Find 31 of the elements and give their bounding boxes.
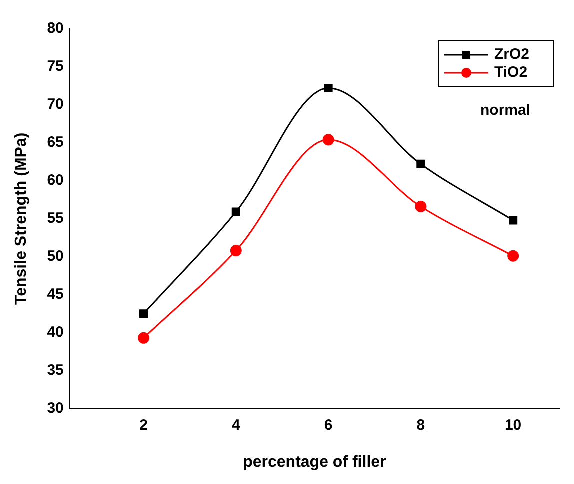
y-tick-label: 70 [47, 96, 64, 114]
x-tick-label: 6 [324, 416, 333, 434]
legend-label: ZrO2 [494, 46, 530, 64]
y-tick-label: 40 [47, 324, 64, 341]
x-tick-label: 8 [416, 416, 426, 434]
annotation: normal [480, 102, 531, 120]
x-axis-title: percentage of filler [243, 454, 386, 471]
point [232, 208, 240, 216]
y-tick-label: 60 [47, 172, 64, 190]
y-tick-label: 75 [47, 58, 64, 76]
point [416, 160, 426, 168]
x-tick-label: 4 [232, 416, 241, 434]
y-tick-label: 65 [47, 134, 64, 152]
point [138, 332, 150, 344]
y-tick-label: 80 [47, 20, 64, 38]
point [324, 84, 333, 93]
point [508, 250, 520, 262]
y-tick-label: 35 [47, 362, 64, 379]
x-tick-label: 2 [140, 416, 148, 434]
x-tick-label: 10 [504, 416, 522, 434]
point [140, 310, 148, 318]
point [322, 134, 334, 146]
y-tick-label: 30 [47, 400, 64, 417]
y-axis-title: Tensile Strength (MPa) [13, 132, 30, 305]
legend-label: TiO2 [494, 64, 528, 82]
point [415, 200, 427, 212]
point [230, 245, 242, 257]
y-tick-label: 55 [47, 210, 64, 228]
point [509, 216, 518, 225]
y-tick-label: 50 [47, 248, 64, 266]
y-tick-label: 45 [47, 286, 64, 303]
